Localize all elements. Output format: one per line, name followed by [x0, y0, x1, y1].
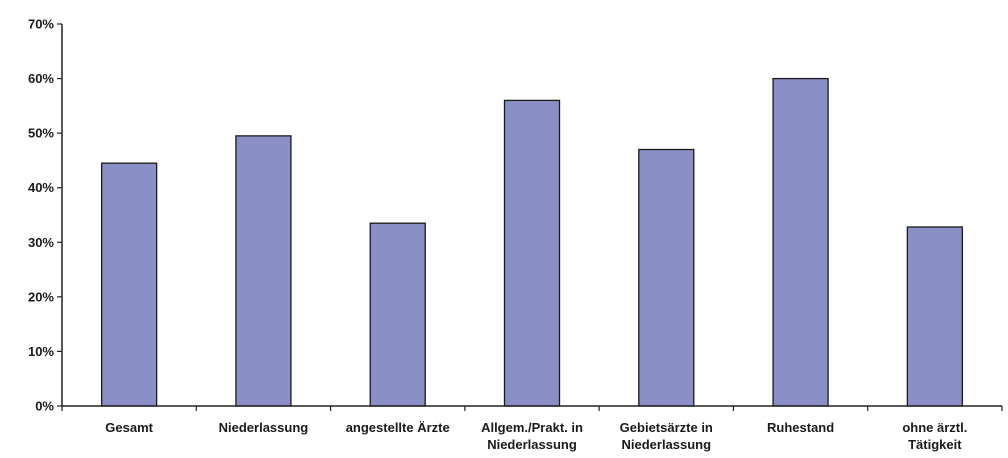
bar	[772, 77, 829, 407]
y-tick-label: 0%	[35, 399, 54, 414]
x-category-label-line: Gesamt	[105, 420, 153, 435]
y-tick-label: 40%	[28, 180, 54, 195]
y-tick-label: 50%	[28, 126, 54, 141]
y-tick-label: 70%	[28, 17, 54, 32]
x-category-label: Niederlassung	[219, 420, 309, 435]
x-category-label-line: Gebietsärzte in	[620, 420, 713, 435]
x-category-label-line: angestellte Ärzte	[346, 420, 450, 435]
x-category-label: angestellte Ärzte	[346, 420, 450, 435]
bar	[235, 135, 292, 407]
x-category-label: ohne ärztl. Tätigkeit	[902, 420, 967, 452]
x-category-label-line: Ruhestand	[767, 420, 834, 435]
category-labels: Gesamt Niederlassung angestellte Ärzte Allg…	[105, 420, 967, 452]
y-axis-ticks: 0% 10% 20% 30% 40% 50% 60% 70%	[28, 17, 62, 414]
x-category-label-line: ohne ärztl.	[902, 420, 967, 435]
y-tick-label: 10%	[28, 344, 54, 359]
x-category-label-line: Allgem./Prakt. in	[481, 420, 583, 435]
x-category-label-line: Niederlassung	[219, 420, 309, 435]
x-axis-ticks	[61, 406, 1003, 411]
bar	[369, 222, 426, 407]
bar	[906, 226, 964, 407]
x-category-label: Ruhestand	[767, 420, 834, 435]
x-category-label-line: Niederlassung	[621, 437, 711, 452]
y-tick-label: 60%	[28, 71, 54, 86]
bar	[638, 148, 695, 407]
y-tick-label: 20%	[28, 289, 54, 304]
y-tick-label: 30%	[28, 235, 54, 250]
bar	[100, 162, 158, 407]
bars	[100, 77, 964, 407]
x-category-label: Allgem./Prakt. in Niederlassung	[481, 420, 583, 452]
x-category-label: Gebietsärzte in Niederlassung	[620, 420, 713, 452]
x-category-label: Gesamt	[105, 420, 153, 435]
x-category-label-line: Niederlassung	[487, 437, 577, 452]
bar	[503, 99, 561, 407]
x-category-label-line: Tätigkeit	[908, 437, 962, 452]
